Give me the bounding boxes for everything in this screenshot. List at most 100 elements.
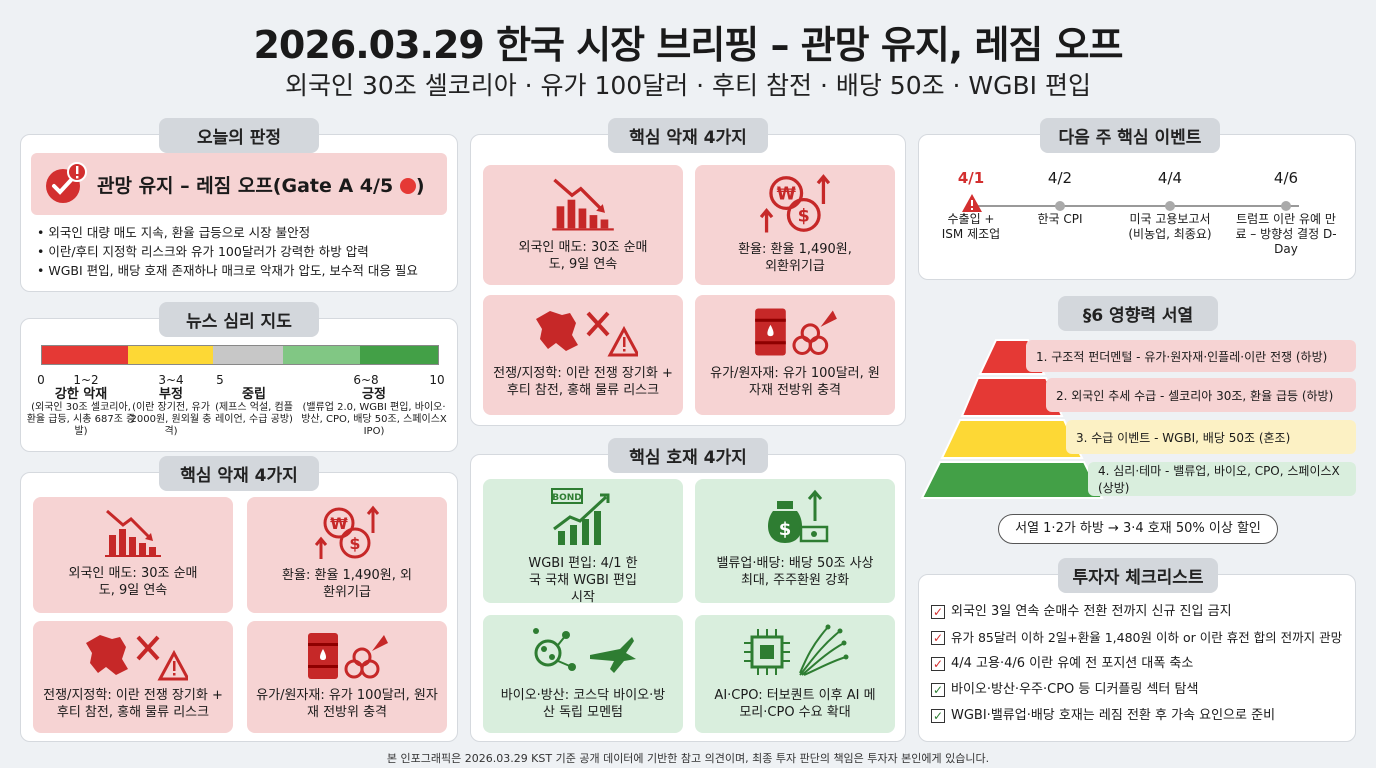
checklist-item: ✓ 4/4 고용·4/6 이란 유예 전 포지션 대폭 축소 xyxy=(931,656,1194,671)
oil-barrel-icon xyxy=(755,308,837,356)
sentiment-bar-segment xyxy=(127,346,214,364)
footer-disclaimer: 본 인포그래픽은 2026.03.29 KST 기준 공개 데이터에 기반한 참… xyxy=(386,752,990,765)
neg-card: ₩ $ 환율: 환율 1,490원, 외환위기급 xyxy=(695,165,895,285)
oil-barrel-icon xyxy=(308,633,388,679)
events-chip: 다음 주 핵심 이벤트 xyxy=(1040,118,1220,153)
pyramid-label: 1. 구조적 펀더멘털 - 유가·원자재·인플레·이란 전쟁 (하방) xyxy=(1026,340,1356,372)
timeline-line xyxy=(971,205,1299,207)
verdict-banner: 관망 유지 – 레짐 오프(Gate A 4/5 ) xyxy=(31,153,447,215)
sentiment-group: 부정 (이란 장기전, 유가 2000원, 원외월 충격) xyxy=(130,387,212,437)
sentiment-chip: 뉴스 심리 지도 xyxy=(159,302,319,337)
check-icon: ✓ xyxy=(931,709,945,723)
warning-icon xyxy=(961,193,983,217)
neg-center-chip: 핵심 악재 4가지 xyxy=(608,118,768,153)
hierarchy-note: 서열 1·2가 하방 → 3·4 호재 50% 이상 할인 xyxy=(998,514,1278,544)
checklist: ✓ 외국인 3일 연속 순매수 전환 전까지 신규 진입 금지 ✓ 유가 85달러 … xyxy=(931,599,1351,729)
svg-text:$: $ xyxy=(798,207,810,227)
won-dollar-icon: ₩$ xyxy=(315,505,379,559)
svg-text:₩: ₩ xyxy=(777,185,797,205)
sentiment-group: 강한 악재 (외국인 30조 셀코리아, 환율 급등, 시총 687조 증발) xyxy=(26,387,136,437)
tick-label: 10 xyxy=(429,373,445,387)
page-title: 2026.03.29 한국 시장 브리핑 – 관망 유지, 레짐 오프 xyxy=(253,23,1123,67)
positives-chip: 핵심 호재 4가지 xyxy=(608,438,768,473)
war-map-icon xyxy=(536,311,638,357)
neg-card: ₩ $ 환율: 환율 1,490원, 외환위기급 xyxy=(247,497,447,613)
money-bag-icon: $ xyxy=(768,489,829,543)
check-icon: ✓ xyxy=(931,657,945,671)
sentiment-group: 긍정 (밸류업 2.0, WGBI 편입, 바이오·방산, CPO, 배당 50… xyxy=(301,387,447,437)
card-text: 전쟁/지정학: 이란 전쟁 장기화 + 후티 참전, 홍해 물류 리스크 xyxy=(43,688,223,720)
checklist-panel: ✓ 외국인 3일 연속 순매수 전환 전까지 신규 진입 금지 ✓ 유가 85달러 … xyxy=(918,574,1356,742)
neg-center-panel: 외국인 매도: 30조 순매도, 9일 연속 ₩ $ 환율: 환율 1,490원,… xyxy=(470,134,906,426)
card-text: WGBI 편입: 4/1 한국 국채 WGBI 편입 시작 xyxy=(528,556,638,605)
timeline-dot xyxy=(1165,201,1175,211)
sentiment-bar-segment xyxy=(42,346,128,364)
timeline-dot xyxy=(1055,201,1065,211)
pyramid-level xyxy=(920,461,1104,499)
page-subtitle: 외국인 30조 셀코리아 · 유가 100달러 · 후티 참전 · 배당 50조… xyxy=(285,71,1091,100)
checklist-item: ✓ 외국인 3일 연속 순매수 전환 전까지 신규 진입 금지 xyxy=(931,604,1232,619)
pyramid-label: 4. 심리·테마 - 밸류업, 바이오, CPO, 스페이스X (상방) xyxy=(1088,462,1356,496)
svg-text:₩: ₩ xyxy=(330,514,348,533)
list-item: • WGBI 편입, 배당 호재 존재하나 매크로 악재가 압도, 보수적 대응… xyxy=(37,263,418,278)
sentiment-bar xyxy=(41,345,439,365)
verdict-panel: 관망 유지 – 레짐 오프(Gate A 4/5 ) • 외국인 대량 매도 지… xyxy=(20,134,458,292)
card-text: 환율: 환율 1,490원, 외환위기급 xyxy=(738,242,852,274)
pyramid-label: 3. 수급 이벤트 - WGBI, 배당 50조 (혼조) xyxy=(1066,420,1356,454)
impact-pyramid xyxy=(920,339,1104,499)
card-text: 바이오·방산: 코스닥 바이오·방산 독립 모멘텀 xyxy=(500,688,666,720)
red-dot-icon xyxy=(399,177,416,194)
svg-text:BOND: BOND xyxy=(552,493,582,503)
neg-left-panel: 외국인 매도: 30조 순매도, 9일 연속 ₩ $ 환율: 환율 1,490원,… xyxy=(20,472,458,742)
list-item: • 외국인 대량 매도 지속, 환율 급등으로 시장 불안정 xyxy=(37,225,311,240)
tick-label: 0 xyxy=(37,373,45,387)
svg-text:$: $ xyxy=(349,534,360,553)
pos-card: 바이오·방산: 코스닥 바이오·방산 독립 모멘텀 xyxy=(483,615,683,733)
check-icon: ✓ xyxy=(931,605,945,619)
pos-card: AI·CPO: 터보퀀트 이후 AI 메모리·CPO 수요 확대 xyxy=(695,615,895,733)
sentiment-bar-segment xyxy=(360,346,438,364)
event-item: 4/2 한국 CPI xyxy=(1037,169,1083,227)
event-item: 4/4 미국 고용보고서(비농업, 최종요) xyxy=(1128,169,1212,242)
events-panel: 4/1 수출입 + ISM 제조업 4/2 한국 CPI 4/4 미국 고용보고… xyxy=(918,134,1356,280)
war-map-icon xyxy=(86,635,188,681)
pyramid-level xyxy=(960,377,1064,417)
neg-card: 유가/원자재: 유가 100달러, 원자재 전방위 충격 xyxy=(695,295,895,415)
check-icon: ✓ xyxy=(931,631,945,645)
molecule-jet-icon xyxy=(533,628,636,673)
card-text: 환율: 환율 1,490원, 외환위기급 xyxy=(282,568,412,600)
sentiment-bar-segment xyxy=(282,346,361,364)
card-text: 외국인 매도: 30조 순매도, 9일 연속 xyxy=(518,240,648,272)
neg-card: 외국인 매도: 30조 순매도, 9일 연속 xyxy=(483,165,683,285)
bond-chart-icon: BOND xyxy=(551,488,610,545)
card-text: 유가/원자재: 유가 100달러, 원자재 전방위 충격 xyxy=(710,366,880,398)
card-text: 밸류업·배당: 배당 50조 사상 최대, 주주환원 강화 xyxy=(716,556,874,588)
neg-left-chip: 핵심 악재 4가지 xyxy=(159,456,319,491)
tick-label: 6~8 xyxy=(353,373,379,387)
pyramid-label: 2. 외국인 추세 수급 - 셀코리아 30조, 환율 급등 (하방) xyxy=(1046,378,1356,412)
sentiment-panel: 0 1~2 3~4 5 6~8 10 강한 악재 (외국인 30조 셀코리아, … xyxy=(20,318,458,452)
svg-text:$: $ xyxy=(779,519,792,540)
card-text: 유가/원자재: 유가 100달러, 원자재 전방위 충격 xyxy=(256,688,438,720)
neg-card: 전쟁/지정학: 이란 전쟁 장기화 + 후티 참전, 홍해 물류 리스크 xyxy=(33,621,233,733)
checklist-item: ✓ WGBI·밸류업·배당 호재는 레짐 전환 후 가속 요인으로 준비 xyxy=(931,708,1276,723)
pos-card: BOND WGBI 편입: 4/1 한국 국채 WGBI 편입 시작 xyxy=(483,479,683,605)
pos-card: $ 밸류업·배당: 배당 50조 사상 최대, 주주환원 강화 xyxy=(695,479,895,603)
positives-panel: BOND WGBI 편입: 4/1 한국 국채 WGBI 편입 시작 $ 밸류업… xyxy=(470,454,906,742)
checklist-item: ✓ 유가 85달러 이하 2일+환율 1,480원 이하 or 이란 휴전 합의 … xyxy=(931,630,1343,645)
event-item: 4/6 트럼프 이란 유예 만료 – 방향성 결정 D-Day xyxy=(1235,169,1337,257)
falling-chart-icon xyxy=(552,178,614,231)
sentiment-group: 중립 (제프스 억설, 컴플레이언, 수급 공방) xyxy=(215,387,293,425)
verdict-bullets: • 외국인 대량 매도 지속, 환율 급등으로 시장 불안정 • 이란/후티 지… xyxy=(37,223,453,280)
check-icon: ✓ xyxy=(931,683,945,697)
checklist-chip: 투자자 체크리스트 xyxy=(1058,558,1218,593)
chip-fiber-icon xyxy=(744,624,849,676)
tick-label: 1~2 xyxy=(73,373,99,387)
timeline-dot xyxy=(1281,201,1291,211)
card-text: 외국인 매도: 30조 순매도, 9일 연속 xyxy=(68,566,198,598)
neg-card: 전쟁/지정학: 이란 전쟁 장기화 + 후티 참전, 홍해 물류 리스크 xyxy=(483,295,683,415)
tick-label: 3~4 xyxy=(158,373,184,387)
hierarchy-chip: §6 영향력 서열 xyxy=(1058,296,1218,331)
pyramid-level xyxy=(940,419,1084,459)
neg-card: 유가/원자재: 유가 100달러, 원자재 전방위 충격 xyxy=(247,621,447,733)
